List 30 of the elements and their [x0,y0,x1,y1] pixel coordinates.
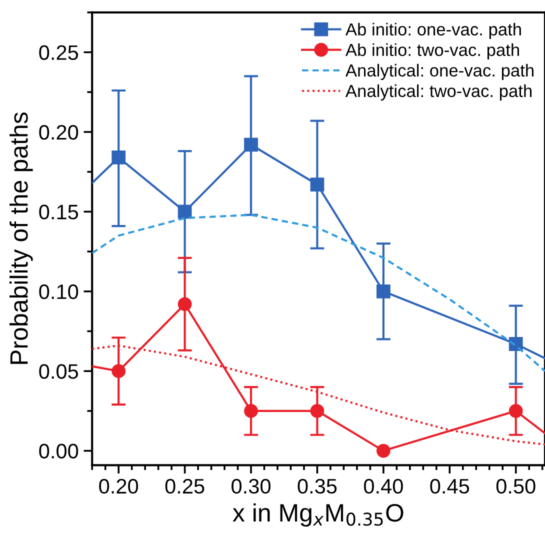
x-tick-label: 0.30 [232,478,270,494]
x-axis-title: x in Mg$_{x}$M$_{0.35}$O [232,503,404,527]
point [112,150,126,164]
point [244,138,258,152]
point [310,404,324,418]
x-tick-label: 0.25 [165,478,204,494]
y-tick-label: 0.20 [39,124,78,140]
x-tick-label: 0.35 [298,478,337,494]
point [508,404,523,418]
x-tick-label: 0.45 [430,478,470,494]
y-tick-label: 0.15 [39,204,78,220]
point [178,297,192,312]
y-tick-label: 0.10 [39,284,78,300]
point [376,444,390,458]
y-tick-label: 0.00 [39,444,78,459]
legend-label: Analytical: two-vac. path [345,84,532,101]
point [178,204,192,219]
x-tick-label: 0.20 [99,478,138,494]
point [244,404,258,418]
point [310,178,324,192]
y-tick-label: 0.05 [39,364,78,379]
legend-label: Ab initio: two-vac. path [345,43,519,60]
y-axis-title: Probability of the paths [10,112,33,364]
y-tick-label: 0.25 [39,45,78,60]
point [376,284,390,298]
x-tick-label: 0.40 [364,478,403,494]
legend-label: Analytical: one-vac. path [345,64,534,80]
point [112,364,126,378]
x-tick-label: 0.50 [496,478,536,494]
legend-label: Ab initio: one-vac. path [345,22,521,39]
